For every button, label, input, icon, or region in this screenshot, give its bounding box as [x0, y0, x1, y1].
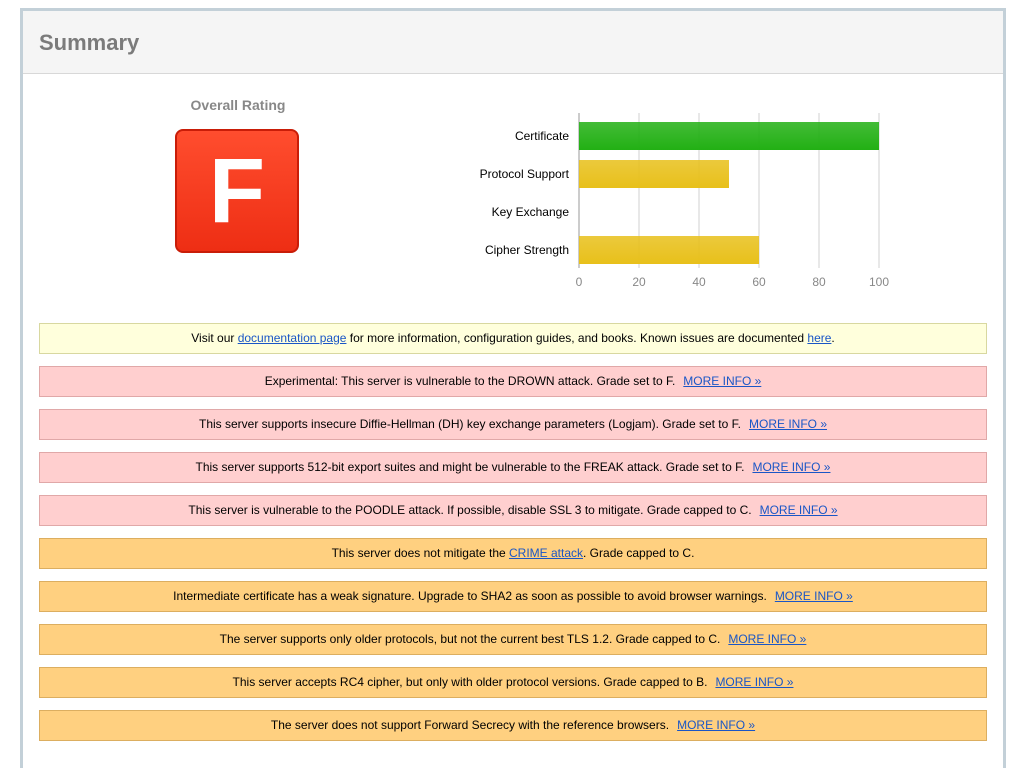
- page-title: Summary: [39, 30, 140, 55]
- notice-text: This server is vulnerable to the POODLE …: [188, 503, 752, 517]
- notice-yellow: Visit our documentation page for more in…: [39, 323, 987, 354]
- notice-link[interactable]: documentation page: [237, 331, 347, 345]
- more-info-link[interactable]: MORE INFO »: [759, 503, 838, 517]
- bar: [579, 160, 729, 188]
- more-info-link[interactable]: MORE INFO »: [728, 632, 807, 646]
- notice-text: The server supports only older protocols…: [219, 632, 721, 646]
- notice-text: This server accepts RC4 cipher, but only…: [232, 675, 708, 689]
- summary-header: Summary: [23, 11, 1003, 74]
- notice-text: This server supports 512-bit export suit…: [195, 460, 745, 474]
- notice-text: Intermediate certificate has a weak sign…: [173, 589, 767, 603]
- more-info-link[interactable]: MORE INFO »: [683, 374, 762, 388]
- category-label: Certificate: [515, 129, 569, 143]
- notice-orange: Intermediate certificate has a weak sign…: [39, 581, 987, 612]
- x-tick-label: 100: [869, 275, 889, 289]
- notice-orange: The server supports only older protocols…: [39, 624, 987, 655]
- more-info-link[interactable]: MORE INFO »: [774, 589, 853, 603]
- notice-red: Experimental: This server is vulnerable …: [39, 366, 987, 397]
- summary-panel: Summary Overall Rating F 0 20 40 60 80 100 Cer…: [20, 8, 1006, 768]
- more-info-link[interactable]: MORE INFO »: [748, 417, 827, 431]
- notice-orange: This server does not mitigate the CRIME …: [39, 538, 987, 569]
- x-tick-label: 20: [632, 275, 646, 289]
- notice-text: .: [831, 331, 835, 345]
- notice-link[interactable]: here: [807, 331, 832, 345]
- notice-text: This server supports insecure Diffie-Hel…: [198, 417, 741, 431]
- notice-orange: The server does not support Forward Secr…: [39, 710, 987, 741]
- notice-red: This server is vulnerable to the POODLE …: [39, 495, 987, 526]
- notice-text: Visit our: [191, 331, 238, 345]
- rating-bar-chart: 0 20 40 60 80 100 Certificate Protocol Support K…: [480, 113, 889, 289]
- bar: [579, 122, 879, 150]
- category-label: Key Exchange: [492, 205, 570, 219]
- more-info-link[interactable]: MORE INFO »: [752, 460, 831, 474]
- notice-red: This server supports 512-bit export suit…: [39, 452, 987, 483]
- notice-text: Experimental: This server is vulnerable …: [264, 374, 676, 388]
- x-tick-label: 0: [576, 275, 583, 289]
- x-tick-label: 60: [752, 275, 766, 289]
- grade-badge: F: [175, 129, 299, 253]
- notice-red: This server supports insecure Diffie-Hel…: [39, 409, 987, 440]
- overall-rating-label: Overall Rating: [190, 97, 286, 113]
- category-label: Cipher Strength: [485, 243, 569, 257]
- x-tick-label: 40: [692, 275, 706, 289]
- notice-text: . Grade capped to C.: [583, 546, 695, 560]
- more-info-link[interactable]: MORE INFO »: [715, 675, 794, 689]
- notice-text: The server does not support Forward Secr…: [270, 718, 670, 732]
- notice-text: for more information, configuration guid…: [346, 331, 808, 345]
- category-label: Protocol Support: [480, 167, 570, 181]
- notice-orange: This server accepts RC4 cipher, but only…: [39, 667, 987, 698]
- bar: [579, 236, 759, 264]
- x-tick-label: 80: [812, 275, 826, 289]
- notice-link[interactable]: CRIME attack: [509, 546, 584, 560]
- notice-text: This server does not mitigate the: [331, 546, 509, 560]
- more-info-link[interactable]: MORE INFO »: [677, 718, 756, 732]
